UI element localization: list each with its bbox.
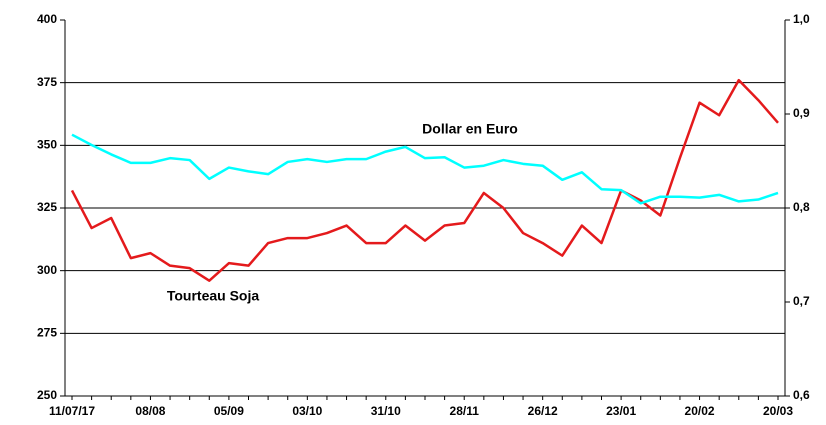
y-tick-label: 325 [37,200,57,214]
x-tick-label: 31/10 [371,404,401,418]
y-tick-label: 350 [37,138,57,152]
y2-tick-label: 0,7 [793,294,810,308]
y2-tick-label: 1,0 [793,12,810,26]
x-tick-label: 03/10 [292,404,322,418]
series-label: Dollar en Euro [422,121,518,137]
y-tick-label: 375 [37,75,57,89]
x-tick-label: 08/08 [135,404,165,418]
x-tick-label: 23/01 [606,404,636,418]
y-tick-label: 275 [37,326,57,340]
y2-tick-label: 0,9 [793,106,810,120]
y-tick-label: 400 [37,12,57,26]
y-tick-label: 300 [37,263,57,277]
series-label: Tourteau Soja [167,288,260,304]
y2-tick-label: 0,8 [793,200,810,214]
x-tick-label: 05/09 [214,404,244,418]
x-tick-label: 20/02 [685,404,715,418]
x-tick-label: 20/03 [763,404,793,418]
series-line [71,133,779,205]
y-tick-label: 250 [37,388,57,402]
x-tick-label: 11/07/17 [49,404,95,418]
y2-tick-label: 0,6 [793,388,810,402]
series-line [70,78,779,282]
x-tick-label: 26/12 [528,404,558,418]
x-tick-label: 28/11 [450,404,480,418]
